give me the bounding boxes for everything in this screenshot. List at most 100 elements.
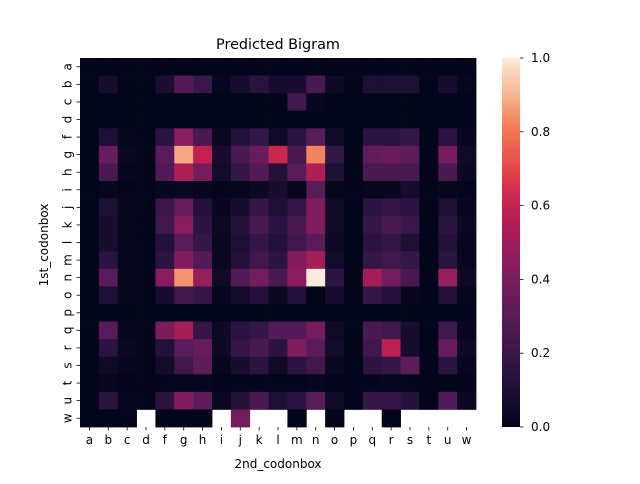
heatmap-cell	[98, 251, 119, 270]
heatmap-cell	[155, 409, 175, 428]
heatmap-cell	[268, 181, 288, 199]
x-tick-label: d	[142, 433, 150, 447]
heatmap-cell	[362, 233, 383, 252]
x-tick-label: m	[291, 433, 303, 447]
heatmap-cell	[419, 251, 439, 270]
heatmap-cell	[457, 75, 477, 94]
heatmap-cell	[80, 128, 100, 147]
heatmap-cell	[230, 181, 251, 199]
heatmap-cell	[136, 128, 156, 147]
heatmap-cell	[268, 321, 288, 340]
heatmap-cell	[230, 391, 251, 410]
heatmap-cell	[438, 110, 458, 129]
heatmap-cell	[381, 145, 401, 164]
heatmap-cell	[362, 391, 383, 410]
heatmap-cell	[287, 163, 307, 182]
heatmap-cell	[117, 93, 137, 112]
heatmap-cell	[155, 163, 175, 182]
heatmap-cell	[268, 374, 288, 393]
heatmap-cell	[155, 93, 175, 112]
heatmap-cell	[287, 268, 307, 287]
x-tick-label: u	[444, 433, 452, 447]
heatmap-cell	[80, 145, 100, 164]
heatmap-cell	[212, 145, 232, 164]
x-axis-label: 2nd_codonbox	[234, 457, 321, 471]
x-tick-label: c	[124, 433, 131, 447]
heatmap-cell	[344, 304, 364, 322]
heatmap-cell	[362, 251, 383, 270]
heatmap-cell	[249, 304, 269, 322]
heatmap-cell	[344, 339, 364, 358]
heatmap-cell	[419, 216, 439, 235]
heatmap-cell	[325, 268, 345, 287]
heatmap-cell	[419, 286, 439, 305]
heatmap-cell	[400, 58, 420, 76]
heatmap-cell	[438, 145, 458, 164]
heatmap-cell	[193, 391, 213, 410]
heatmap-cell	[136, 216, 156, 235]
heatmap-cell	[155, 216, 175, 235]
heatmap-cell	[193, 374, 213, 393]
heatmap-cell	[136, 58, 156, 76]
heatmap-cell	[325, 163, 345, 182]
heatmap-cell	[381, 216, 401, 235]
heatmap-cell	[117, 356, 137, 375]
heatmap-cell	[306, 321, 326, 340]
heatmap-cell	[230, 58, 251, 76]
heatmap-cell	[362, 216, 383, 235]
heatmap-cell	[268, 216, 288, 235]
heatmap-cell	[212, 304, 232, 322]
heatmap-cell	[325, 286, 345, 305]
heatmap-cell	[230, 339, 251, 358]
heatmap-cell	[438, 181, 458, 199]
heatmap-cell	[80, 163, 100, 182]
heatmap-cell	[325, 304, 345, 322]
heatmap-cell	[438, 128, 458, 147]
heatmap-cell	[193, 356, 213, 375]
heatmap-cell	[117, 216, 137, 235]
heatmap-cell	[325, 145, 345, 164]
heatmap-cell	[344, 286, 364, 305]
heatmap-cell	[419, 339, 439, 358]
heatmap-cell	[174, 145, 194, 164]
heatmap-cell	[381, 93, 401, 112]
heatmap-cell	[249, 198, 269, 217]
heatmap-cell	[174, 321, 194, 340]
heatmap-cell	[193, 198, 213, 217]
heatmap-cell	[419, 391, 439, 410]
heatmap-cell	[306, 93, 326, 112]
heatmap-cell	[80, 75, 100, 94]
heatmap-cell	[98, 58, 119, 76]
heatmap-cell	[362, 268, 383, 287]
heatmap-cell	[80, 356, 100, 375]
heatmap-cell	[230, 93, 251, 112]
heatmap-cell	[117, 409, 137, 428]
heatmap-cell	[98, 321, 119, 340]
heatmap-cell	[381, 75, 401, 94]
heatmap-cell	[136, 286, 156, 305]
heatmap-cell	[212, 93, 232, 112]
heatmap-cell	[80, 286, 100, 305]
heatmap-cell	[457, 286, 477, 305]
heatmap-cell	[193, 163, 213, 182]
heatmap-cell	[438, 339, 458, 358]
y-axis-label: 1st_codonbox	[37, 204, 51, 287]
y-tick-label: f	[61, 134, 75, 139]
x-tick-label: k	[256, 433, 263, 447]
heatmap-cell	[362, 128, 383, 147]
heatmap-cell	[230, 374, 251, 393]
heatmap-cell	[362, 75, 383, 94]
heatmap-cell	[287, 233, 307, 252]
heatmap-cell	[174, 216, 194, 235]
heatmap-cell	[155, 304, 175, 322]
heatmap-cell	[344, 268, 364, 287]
heatmap-cell	[287, 251, 307, 270]
heatmap-cell	[344, 75, 364, 94]
heatmap-cell	[80, 216, 100, 235]
heatmap-cell	[174, 304, 194, 322]
y-tick-label: k	[61, 221, 75, 228]
heatmap-cell	[249, 251, 269, 270]
x-tick-label: j	[238, 433, 242, 447]
heatmap-cell	[457, 145, 477, 164]
heatmap-cell	[249, 233, 269, 252]
